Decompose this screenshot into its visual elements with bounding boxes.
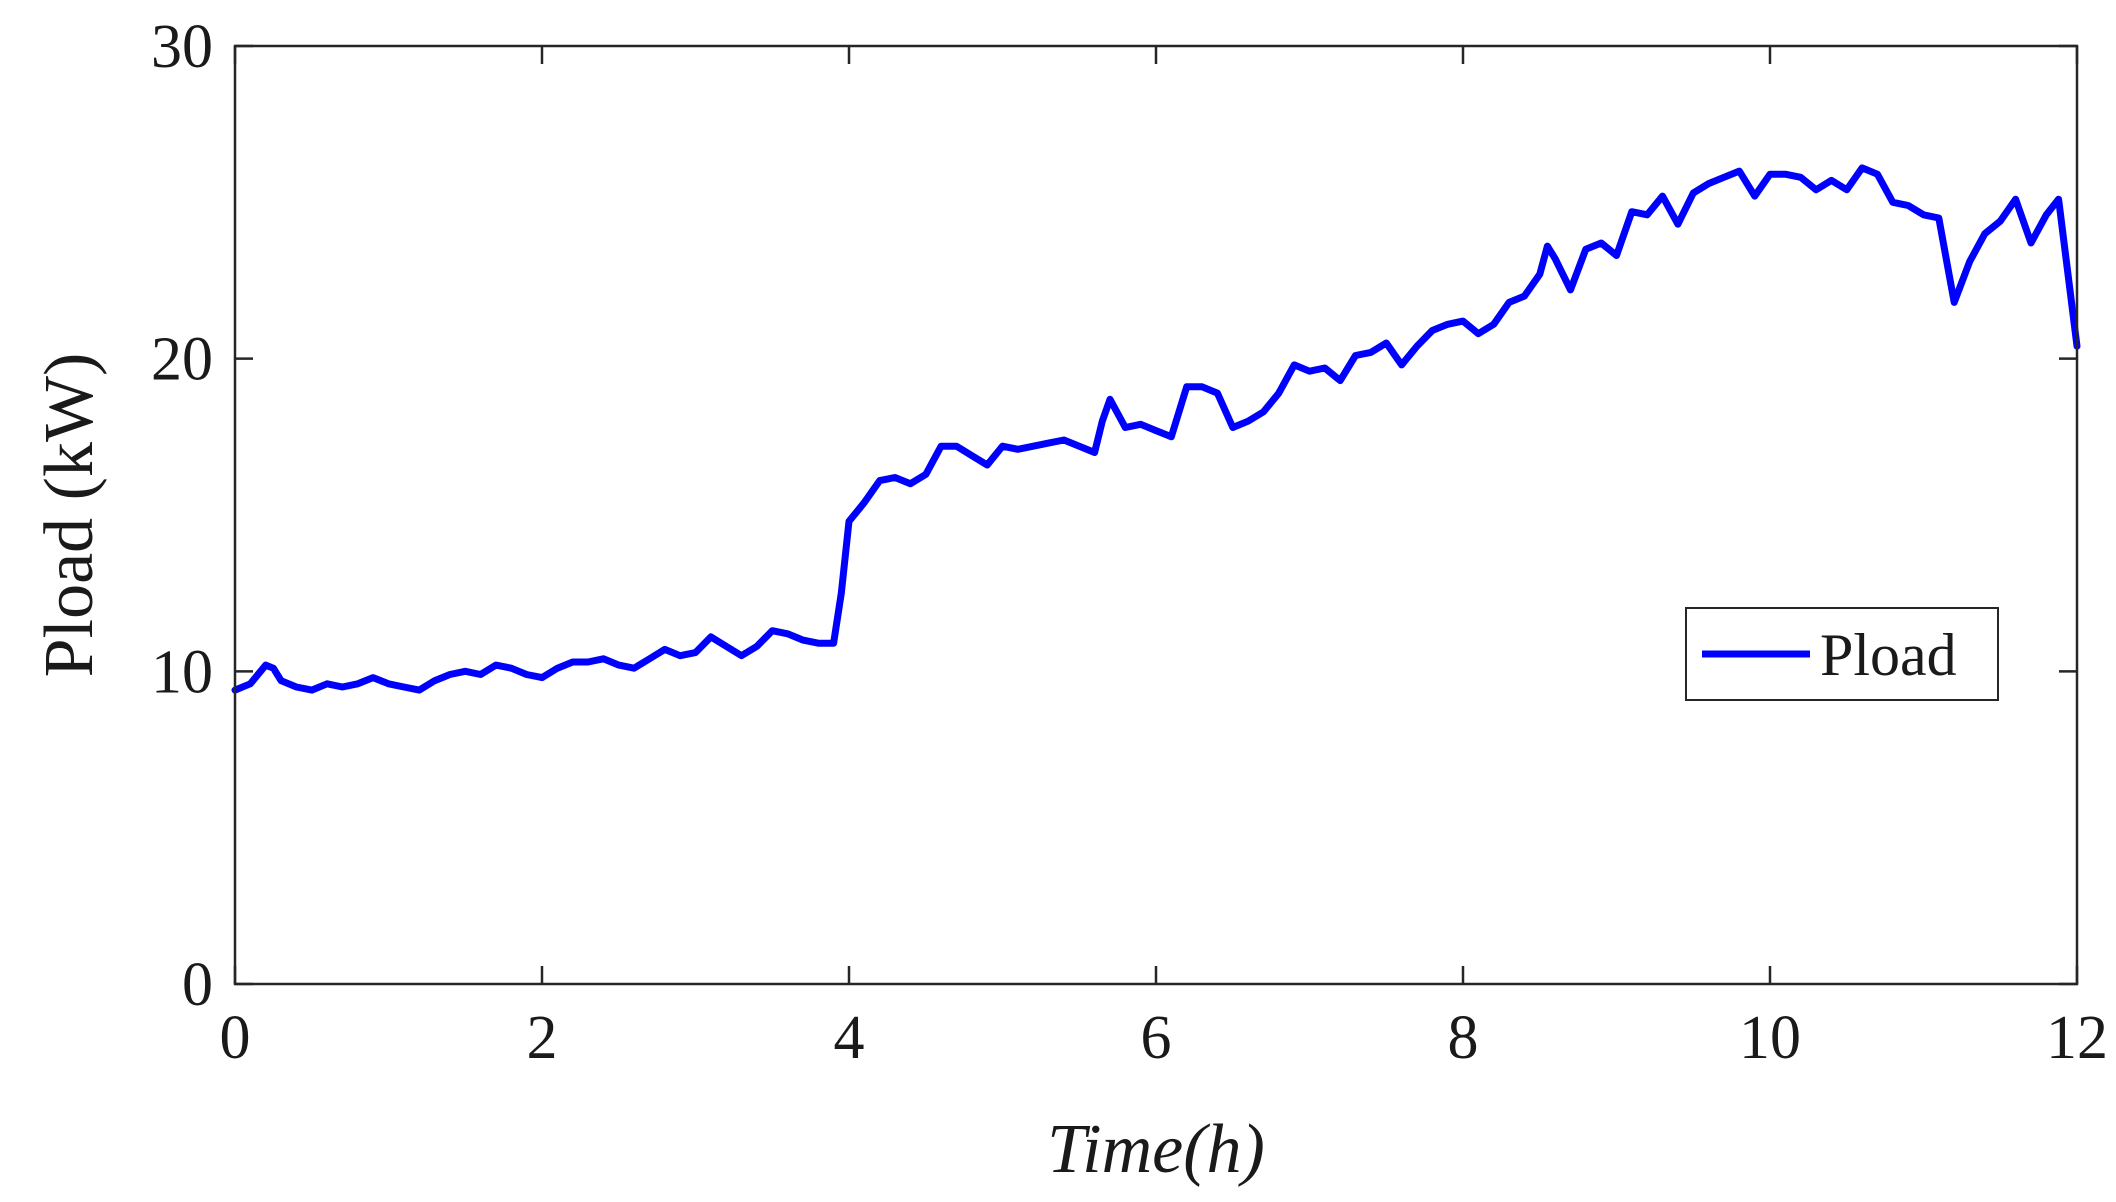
legend: Pload [1685, 607, 1999, 701]
plot-area [235, 46, 2077, 984]
y-tick-label: 10 [151, 638, 213, 706]
x-tick-label: 4 [834, 1004, 865, 1072]
x-tick-label: 6 [1141, 1004, 1172, 1072]
x-tick-label: 12 [2046, 1004, 2108, 1072]
y-axis-label: Pload (kW) [31, 353, 108, 678]
x-tick-label: 0 [220, 1004, 251, 1072]
axes-box [233, 44, 2079, 986]
legend-label-pload: Pload [1820, 622, 1957, 688]
y-tick-labels: 0 10 20 30 [151, 13, 213, 1019]
series-line-pload [231, 164, 2081, 694]
y-tick-label: 20 [151, 326, 213, 394]
y-tick-label: 0 [182, 951, 213, 1019]
x-tick-labels: 0 2 4 6 8 10 12 [220, 1004, 2109, 1072]
y-tick-label: 30 [151, 13, 213, 81]
x-tick-label: 8 [1448, 1004, 1479, 1072]
x-axis-label: Time(h) [1047, 1111, 1265, 1188]
x-tick-label: 10 [1739, 1004, 1801, 1072]
x-tick-label: 2 [527, 1004, 558, 1072]
